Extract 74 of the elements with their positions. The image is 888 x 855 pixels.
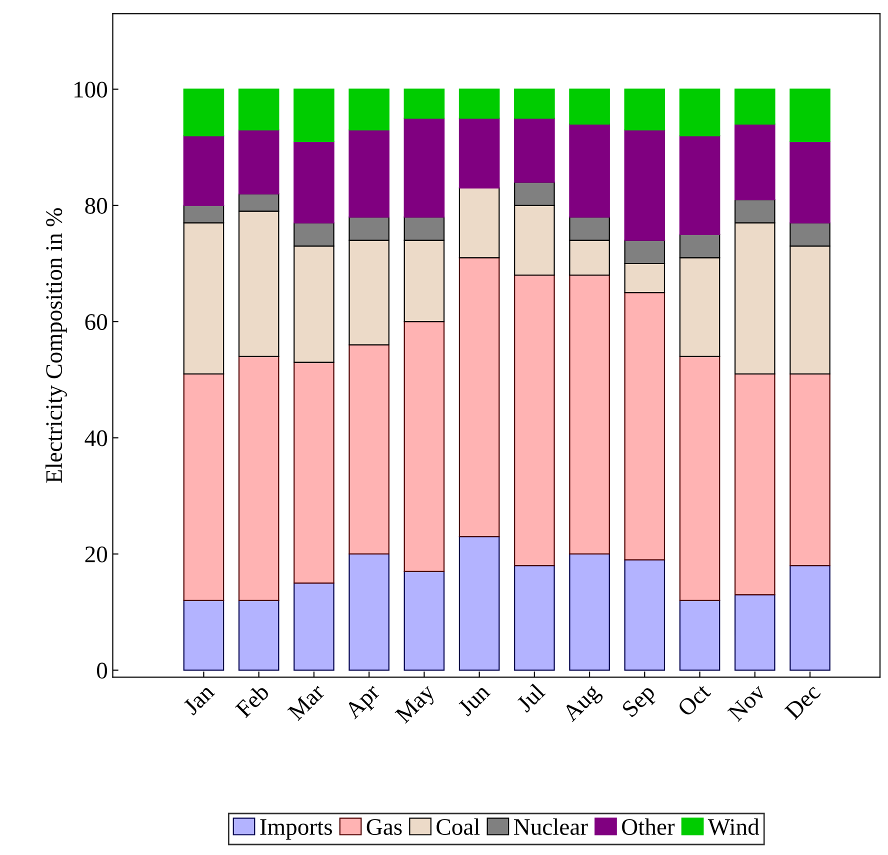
bar (514, 118, 555, 183)
y-axis-title: Electricity Composition in % (45, 208, 67, 483)
bar (790, 140, 830, 224)
bar (458, 118, 500, 189)
bar (183, 600, 224, 671)
bar (624, 129, 666, 241)
bar (514, 274, 555, 566)
bar (679, 135, 720, 236)
bar (679, 88, 720, 136)
bar (294, 362, 334, 584)
legend-label: Wind (708, 818, 760, 836)
bar (679, 356, 720, 602)
bar (404, 118, 445, 218)
bar (569, 553, 610, 671)
bar (183, 88, 224, 136)
bar (348, 344, 390, 555)
bar (348, 88, 390, 130)
bar (458, 536, 500, 671)
bar (624, 292, 666, 560)
x-tick-label: Jan (182, 682, 216, 716)
bar (624, 88, 666, 130)
bar (404, 570, 445, 671)
bar (569, 274, 610, 555)
x-tick-label: Dec (784, 683, 822, 720)
bar (790, 373, 830, 566)
legend-label: Nuclear (514, 818, 588, 835)
bar (790, 565, 830, 671)
bar (790, 88, 830, 142)
y-tick-label: 80 (85, 198, 108, 214)
bar (569, 124, 610, 218)
bar (514, 88, 555, 119)
bar (734, 88, 776, 125)
y-tick-label: 0 (97, 662, 108, 679)
bar (238, 600, 280, 671)
x-tick-label: May (394, 682, 440, 728)
bar (183, 373, 224, 602)
bar (183, 135, 224, 206)
bar (238, 129, 280, 194)
bar (458, 257, 500, 538)
y-tick-label: 60 (85, 314, 108, 330)
legend-label: Coal (436, 818, 480, 835)
legend-label: Gas (366, 819, 402, 835)
bar (624, 559, 666, 671)
bar (238, 88, 280, 130)
x-tick-label: Oct (676, 682, 712, 718)
bar (458, 187, 500, 258)
bar (404, 321, 445, 572)
bar (458, 88, 500, 119)
bar (348, 553, 390, 671)
bar (404, 88, 445, 119)
bar (734, 373, 776, 596)
bar (734, 594, 776, 671)
x-tick-label: Jun (457, 682, 491, 717)
x-tick-label: Feb (234, 682, 270, 718)
bar (348, 129, 390, 218)
x-tick-label: Jul (515, 682, 546, 713)
x-tick-label: Apr (344, 682, 384, 723)
y-tick-label: 20 (85, 546, 108, 562)
bar (569, 88, 610, 125)
x-tick-label: Aug (561, 682, 604, 726)
x-tick-label: Sep (621, 683, 660, 722)
bar (294, 582, 334, 671)
bar (679, 600, 720, 671)
y-tick-label: 40 (84, 430, 108, 446)
bar (294, 140, 334, 224)
bar (238, 356, 280, 602)
x-tick-label: Nov (727, 682, 767, 722)
legend-label: Other (622, 818, 675, 835)
bar (734, 124, 776, 200)
legend-label: Imports (260, 819, 332, 840)
bar (514, 565, 555, 671)
bar (294, 88, 334, 142)
x-tick-label: Mar (287, 682, 326, 722)
y-tick-label: 100 (74, 82, 108, 98)
